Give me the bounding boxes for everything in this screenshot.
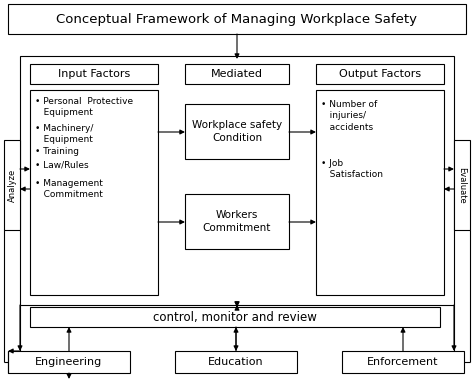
Text: • Personal  Protective
   Equipment: • Personal Protective Equipment: [35, 97, 133, 117]
Text: control, monitor and review: control, monitor and review: [153, 310, 317, 324]
Text: Education: Education: [208, 357, 264, 367]
Text: Output Factors: Output Factors: [339, 69, 421, 79]
Text: Conceptual Framework of Managing Workplace Safety: Conceptual Framework of Managing Workpla…: [56, 13, 418, 25]
Bar: [8, 351, 130, 373]
Bar: [316, 64, 444, 84]
Text: Evaluate: Evaluate: [457, 167, 466, 204]
Bar: [8, 4, 466, 34]
Bar: [185, 64, 289, 84]
Text: • Management
   Commitment: • Management Commitment: [35, 179, 103, 199]
Bar: [342, 351, 464, 373]
Text: • Job
   Satisfaction: • Job Satisfaction: [321, 159, 383, 179]
Text: Mediated: Mediated: [211, 69, 263, 79]
Bar: [185, 104, 289, 159]
Bar: [20, 56, 454, 305]
Text: • Training: • Training: [35, 147, 79, 156]
Text: Input Factors: Input Factors: [58, 69, 130, 79]
Text: Workers
Commitment: Workers Commitment: [203, 210, 271, 233]
Bar: [4, 140, 20, 230]
Bar: [454, 140, 470, 230]
Bar: [30, 64, 158, 84]
Text: Workplace safety
Condition: Workplace safety Condition: [192, 120, 282, 143]
Bar: [30, 90, 158, 295]
Text: Analyze: Analyze: [8, 168, 17, 202]
Text: • Machinery/
   Equipment: • Machinery/ Equipment: [35, 124, 93, 144]
Bar: [30, 307, 440, 327]
Text: • Number of
   injuries/
   accidents: • Number of injuries/ accidents: [321, 100, 377, 132]
Text: Engineering: Engineering: [36, 357, 103, 367]
Text: Enforcement: Enforcement: [367, 357, 439, 367]
Bar: [175, 351, 297, 373]
Bar: [316, 90, 444, 295]
Text: • Law/Rules: • Law/Rules: [35, 161, 89, 170]
Bar: [185, 194, 289, 249]
